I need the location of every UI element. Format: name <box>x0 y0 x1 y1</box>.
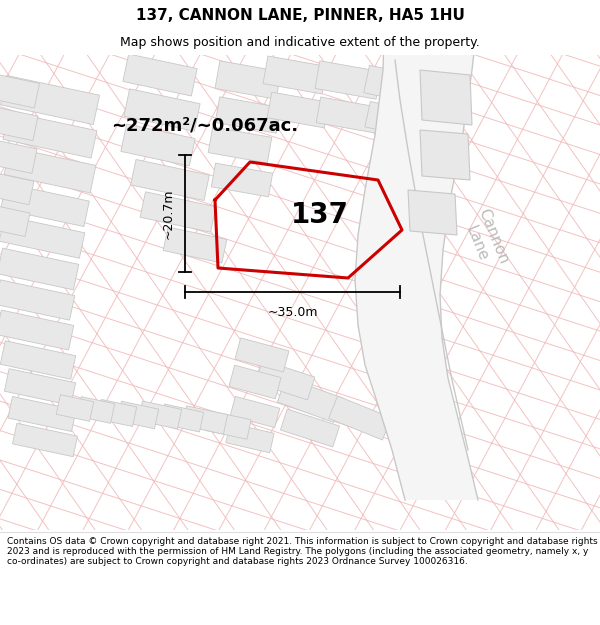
Polygon shape <box>205 411 251 439</box>
Polygon shape <box>56 394 94 421</box>
Polygon shape <box>0 310 74 350</box>
Polygon shape <box>226 423 274 452</box>
Polygon shape <box>277 378 343 423</box>
Polygon shape <box>235 338 289 372</box>
Polygon shape <box>0 139 37 173</box>
Polygon shape <box>229 365 281 399</box>
Text: 137, CANNON LANE, PINNER, HA5 1HU: 137, CANNON LANE, PINNER, HA5 1HU <box>136 8 464 23</box>
Polygon shape <box>1 76 100 124</box>
Polygon shape <box>77 397 115 423</box>
Text: Map shows position and indicative extent of the property.: Map shows position and indicative extent… <box>120 36 480 49</box>
Polygon shape <box>315 61 381 99</box>
Polygon shape <box>0 171 34 205</box>
Polygon shape <box>420 70 472 125</box>
Polygon shape <box>355 0 480 500</box>
Polygon shape <box>208 127 272 163</box>
Polygon shape <box>280 409 340 447</box>
Polygon shape <box>4 147 96 193</box>
Polygon shape <box>182 406 227 434</box>
Polygon shape <box>0 106 38 141</box>
Polygon shape <box>230 396 280 428</box>
Polygon shape <box>0 341 76 379</box>
Polygon shape <box>215 61 281 99</box>
Polygon shape <box>0 280 75 320</box>
Polygon shape <box>160 404 203 432</box>
Polygon shape <box>118 401 158 429</box>
Polygon shape <box>0 248 79 290</box>
Polygon shape <box>13 423 77 457</box>
Polygon shape <box>0 72 40 108</box>
Polygon shape <box>263 56 327 94</box>
Polygon shape <box>329 396 391 440</box>
Polygon shape <box>211 163 272 197</box>
Polygon shape <box>4 369 76 406</box>
Polygon shape <box>139 401 182 429</box>
Polygon shape <box>1 184 89 226</box>
Text: 137: 137 <box>291 201 349 229</box>
Polygon shape <box>267 92 329 128</box>
Polygon shape <box>255 360 315 400</box>
Polygon shape <box>121 124 195 166</box>
Polygon shape <box>0 204 30 236</box>
Polygon shape <box>8 396 76 431</box>
Polygon shape <box>420 130 470 180</box>
Polygon shape <box>365 101 425 139</box>
Polygon shape <box>97 399 137 426</box>
Text: Contains OS data © Crown copyright and database right 2021. This information is : Contains OS data © Crown copyright and d… <box>7 537 598 566</box>
Text: ~272m²/~0.067ac.: ~272m²/~0.067ac. <box>112 116 299 134</box>
Text: ~35.0m: ~35.0m <box>267 306 318 319</box>
Text: Cannon
Lane: Cannon Lane <box>459 207 511 273</box>
Polygon shape <box>215 97 281 133</box>
Text: ~20.7m: ~20.7m <box>162 188 175 239</box>
Polygon shape <box>0 216 85 258</box>
Polygon shape <box>316 97 380 133</box>
Polygon shape <box>3 112 97 158</box>
Polygon shape <box>140 192 216 232</box>
Polygon shape <box>124 89 200 131</box>
Polygon shape <box>408 190 457 235</box>
Polygon shape <box>123 54 197 96</box>
Polygon shape <box>163 227 227 263</box>
Polygon shape <box>364 65 426 105</box>
Polygon shape <box>131 159 209 201</box>
